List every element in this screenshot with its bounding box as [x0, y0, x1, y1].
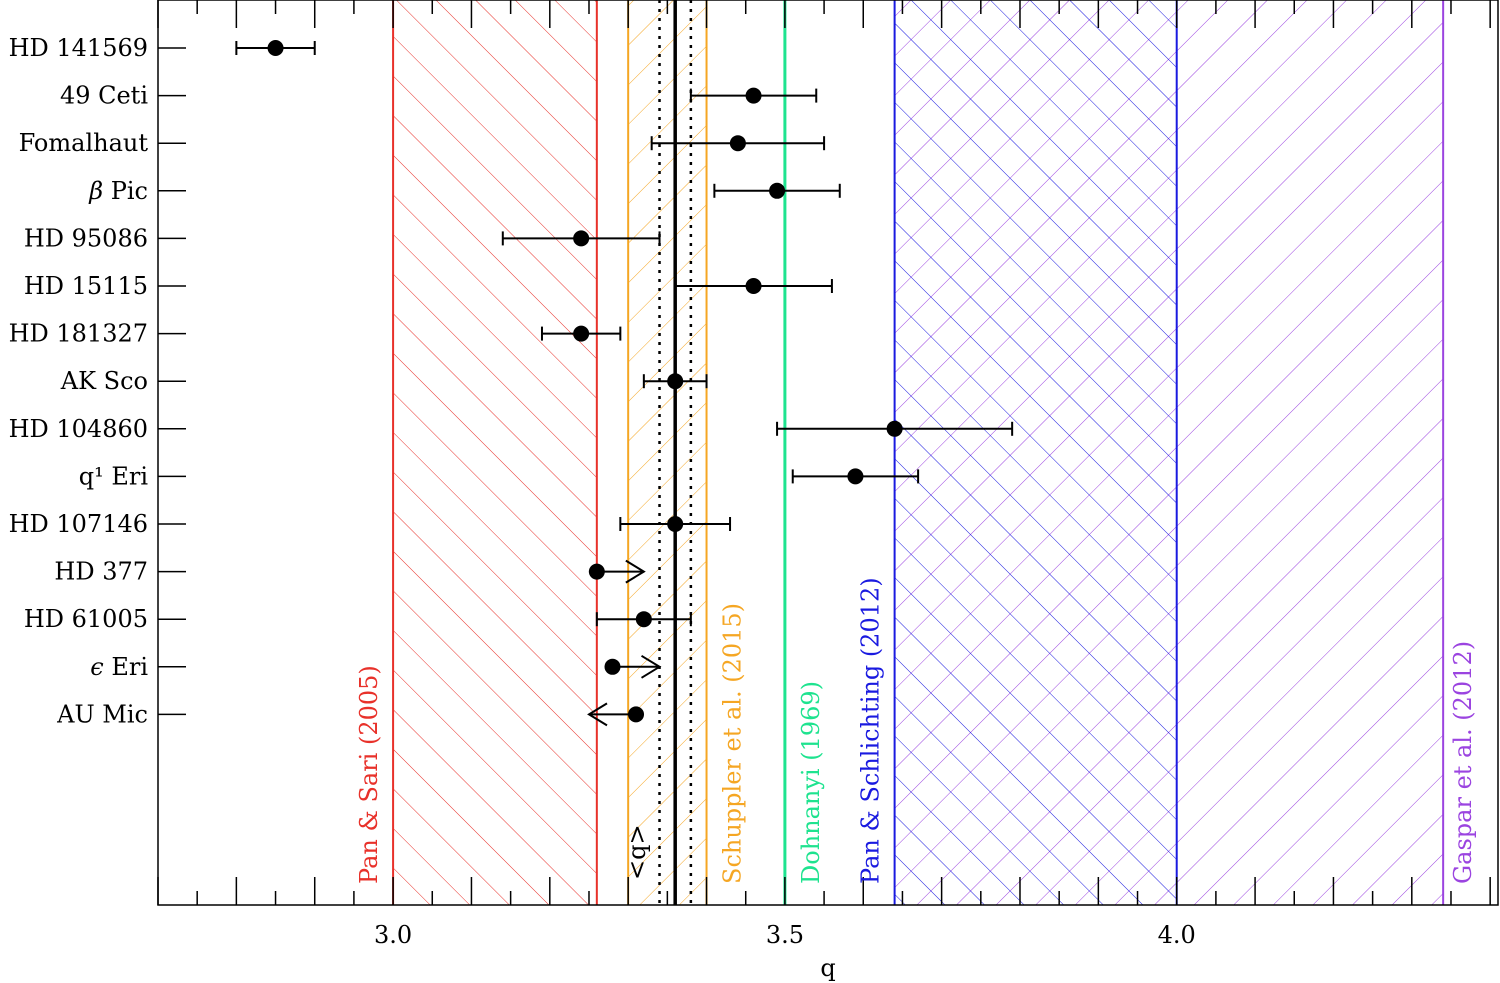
- data-point: [635, 611, 652, 628]
- limit-arrow-head: [587, 702, 608, 727]
- data-points-layer: [235, 40, 1014, 727]
- data-point: [745, 87, 762, 104]
- limit-arrow-head: [640, 654, 662, 679]
- star-label: HD 95086: [24, 224, 148, 252]
- x-tick-label: 3.5: [766, 921, 804, 949]
- pan-sari-band: [393, 0, 597, 905]
- star-label: HD 377: [54, 558, 148, 586]
- gaspar-label: Gaspar et al. (2012): [1449, 641, 1477, 884]
- data-point: [667, 373, 684, 390]
- axes-layer: [157, 0, 1499, 906]
- data-point-group: [642, 373, 708, 390]
- data-point: [886, 420, 903, 437]
- star-label: HD 61005: [24, 605, 148, 633]
- data-point-group: [501, 230, 661, 247]
- star-label-name: Eri: [111, 653, 148, 681]
- star-label: HD 107146: [9, 510, 148, 538]
- star-label-prefix: ϵ: [90, 653, 111, 681]
- data-point-group: [588, 559, 646, 584]
- data-point: [588, 563, 605, 580]
- star-label: HD 104860: [9, 415, 148, 443]
- data-point-group: [604, 654, 662, 679]
- star-label: AK Sco: [60, 367, 148, 395]
- data-point: [729, 135, 746, 152]
- mean-q-label: <q>: [623, 824, 651, 880]
- data-point: [573, 325, 590, 342]
- star-label-name: Pic: [111, 177, 148, 205]
- star-label-prefix: β: [88, 177, 111, 205]
- data-point-group: [540, 325, 622, 342]
- data-point-group: [713, 182, 841, 199]
- data-point-group: [689, 87, 818, 104]
- star-label: HD 141569: [9, 34, 148, 62]
- data-point: [267, 40, 284, 56]
- star-label: AU Mic: [56, 700, 148, 728]
- limit-arrow-head: [625, 559, 646, 584]
- data-point: [573, 230, 590, 247]
- data-point-group: [674, 278, 833, 294]
- plot-frame: [157, 0, 1499, 906]
- data-point-group: [595, 611, 692, 628]
- data-point: [847, 468, 864, 485]
- data-point-group: [650, 135, 826, 152]
- labels-layer: <q> Pan & Sari (2005) Schuppler et al. (20…: [9, 34, 1478, 949]
- data-point-group: [587, 702, 645, 727]
- star-label: HD 15115: [24, 272, 148, 300]
- data-point: [667, 516, 684, 532]
- bands-layer: [393, 0, 1444, 905]
- schuppler-label: Schuppler et al. (2015): [719, 603, 747, 884]
- star-label: 49 Ceti: [60, 82, 148, 110]
- pan-schlichting-label: Pan & Schlichting (2012): [857, 577, 885, 884]
- data-point: [769, 182, 786, 199]
- dohnanyi-label: Dohnanyi (1969): [797, 681, 825, 884]
- pan-sari-label: Pan & Sari (2005): [355, 665, 383, 884]
- x-tick-label: 4.0: [1158, 921, 1196, 949]
- star-label: β Pic: [88, 177, 148, 205]
- schuppler-band: [628, 0, 707, 905]
- star-label: Fomalhaut: [19, 129, 149, 157]
- data-point-group: [235, 40, 316, 56]
- data-point: [628, 706, 645, 723]
- star-label: HD 181327: [9, 320, 148, 348]
- reference-lines-layer: [392, 0, 1445, 905]
- data-point-group: [776, 420, 1014, 437]
- data-point: [604, 658, 621, 675]
- data-point-group: [619, 516, 732, 532]
- star-label: q¹ Eri: [79, 462, 149, 490]
- star-label: ϵ Eri: [90, 653, 148, 681]
- pan-schlichting-band: [894, 0, 1177, 905]
- x-tick-label: 3.0: [374, 921, 412, 949]
- data-point: [745, 278, 762, 294]
- data-point-group: [791, 468, 920, 485]
- x-axis-title: q: [820, 954, 835, 982]
